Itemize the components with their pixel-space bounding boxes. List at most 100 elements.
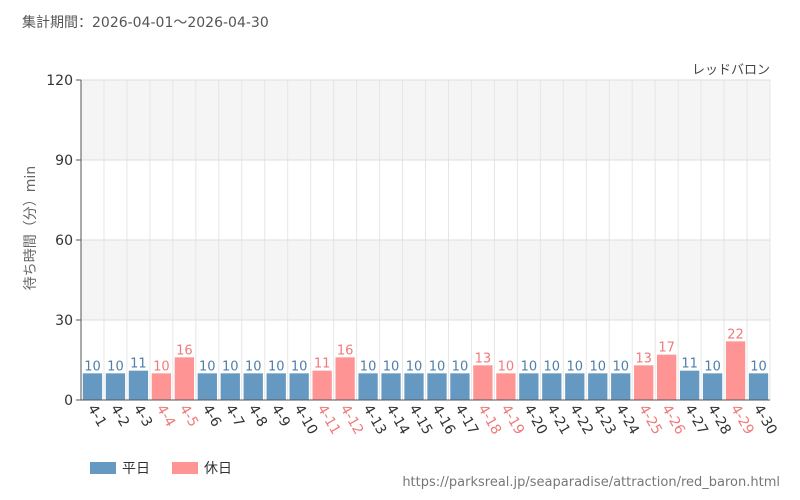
value-label-4-14: 10	[383, 359, 400, 374]
bar-4-20	[519, 373, 539, 400]
x-tick-label-4-15: 4-15	[406, 402, 436, 438]
bar-4-13	[358, 373, 378, 400]
value-label-4-28: 10	[704, 359, 721, 374]
bar-4-16	[427, 373, 447, 400]
x-tick-label-4-23: 4-23	[589, 402, 619, 438]
bar-4-11	[312, 370, 332, 400]
value-label-4-26: 17	[658, 341, 675, 356]
x-tick-label-4-14: 4-14	[383, 402, 413, 438]
bar-4-4	[151, 373, 172, 400]
bar-4-18	[473, 365, 493, 400]
bars-group	[82, 341, 769, 400]
y-tick-labels-group: 0 30 60 90 120	[46, 73, 81, 409]
bar-4-22	[565, 373, 585, 400]
value-label-4-7: 10	[222, 359, 239, 374]
x-tick-label-4-28: 4-28	[704, 402, 734, 438]
value-label-4-5: 16	[176, 343, 193, 358]
bar-4-21	[542, 373, 562, 400]
y-tick-label: 60	[55, 233, 73, 249]
value-label-4-6: 10	[199, 359, 216, 374]
value-label-4-25: 13	[635, 351, 652, 366]
bar-4-23	[588, 373, 608, 400]
x-tick-label-4-12: 4-12	[337, 402, 367, 438]
value-label-4-18: 13	[475, 351, 492, 366]
bar-4-12	[335, 357, 355, 400]
bar-4-24	[611, 373, 631, 400]
value-label-4-1: 10	[84, 359, 101, 374]
y-tick-label: 0	[64, 393, 73, 409]
bar-4-6	[197, 373, 217, 400]
bar-4-10	[289, 373, 309, 400]
x-tick-label-4-9: 4-9	[268, 402, 293, 430]
x-tick-label-4-21: 4-21	[543, 402, 573, 438]
x-tick-label-4-29: 4-29	[727, 402, 757, 438]
x-tick-label-4-20: 4-20	[520, 402, 550, 438]
y-axis-label: 待ち時間（分）min	[23, 166, 39, 290]
bar-4-15	[404, 373, 424, 400]
value-label-4-16: 10	[429, 359, 446, 374]
x-tick-label-4-4: 4-4	[153, 402, 178, 430]
bar-4-25	[634, 365, 654, 400]
bar-4-5	[174, 357, 194, 400]
value-label-4-20: 10	[521, 359, 538, 374]
x-tick-label-4-7: 4-7	[222, 402, 247, 430]
value-label-4-27: 11	[681, 357, 698, 372]
value-label-4-10: 10	[291, 359, 308, 374]
bar-4-28	[702, 373, 723, 400]
legend-item-holiday: 休日	[172, 458, 232, 478]
bar-4-27	[679, 370, 700, 400]
chart-legend: 平日 休日	[90, 458, 232, 478]
x-tick-label-4-24: 4-24	[612, 402, 642, 438]
x-tick-label-4-25: 4-25	[635, 402, 665, 438]
value-label-4-8: 10	[245, 359, 262, 374]
x-tick-label-4-11: 4-11	[314, 402, 344, 438]
aggregation-period: 集計期間：2026-04-01～2026-04-30	[22, 15, 269, 31]
x-tick-label-4-6: 4-6	[199, 402, 224, 430]
value-label-4-19: 10	[498, 359, 515, 374]
value-label-4-9: 10	[268, 359, 285, 374]
legend-item-weekday: 平日	[90, 458, 150, 478]
x-tick-label-4-8: 4-8	[245, 402, 270, 430]
value-label-4-17: 10	[452, 359, 469, 374]
source-url: https://parksreal.jp/seaparadise/attract…	[402, 475, 780, 490]
value-label-4-15: 10	[406, 359, 423, 374]
x-tick-label-4-27: 4-27	[681, 402, 711, 438]
x-tick-label-4-17: 4-17	[451, 402, 481, 438]
x-tick-label-4-30: 4-30	[750, 402, 780, 438]
x-tick-label-4-3: 4-3	[130, 402, 155, 430]
x-tick-label-4-5: 4-5	[176, 402, 201, 430]
chart-title: レッドバロン	[692, 63, 770, 78]
x-tick-label-4-13: 4-13	[360, 402, 390, 438]
value-label-4-29: 22	[727, 327, 744, 342]
x-tick-label-4-1: 4-1	[84, 402, 109, 430]
value-label-4-3: 11	[130, 357, 147, 372]
value-label-4-22: 10	[567, 359, 584, 374]
x-tick-label-4-2: 4-2	[107, 402, 132, 430]
y-tick-label: 30	[55, 313, 73, 329]
bar-4-29	[725, 341, 746, 400]
x-tick-labels-group: 4-14-24-34-44-54-64-74-84-94-104-114-124…	[84, 402, 780, 438]
bar-4-26	[657, 354, 677, 400]
bar-4-8	[243, 373, 263, 400]
value-label-4-12: 16	[337, 343, 354, 358]
y-tick-label: 90	[55, 153, 73, 169]
value-label-4-30: 10	[750, 359, 767, 374]
x-tick-label-4-18: 4-18	[474, 402, 504, 438]
value-label-4-13: 10	[360, 359, 377, 374]
bar-4-14	[381, 373, 401, 400]
value-labels-group: 10 10 11 10 16 10 10 10 10 10 11 16 10 10 10 10 10 13 10 10…	[84, 327, 767, 374]
value-label-4-4: 10	[153, 359, 170, 374]
legend-label-weekday: 平日	[122, 461, 150, 477]
x-tick-label-4-19: 4-19	[497, 402, 527, 438]
x-tick-label-4-10: 4-10	[291, 402, 321, 438]
legend-label-holiday: 休日	[204, 461, 232, 477]
value-label-4-2: 10	[107, 359, 124, 374]
bar-4-3	[128, 370, 149, 400]
x-tick-label-4-16: 4-16	[429, 402, 459, 438]
x-tick-label-4-26: 4-26	[658, 402, 688, 438]
legend-swatch-weekday	[90, 462, 116, 474]
x-tick-label-4-22: 4-22	[566, 402, 596, 438]
bar-4-7	[220, 373, 240, 400]
value-label-4-11: 11	[314, 357, 331, 372]
